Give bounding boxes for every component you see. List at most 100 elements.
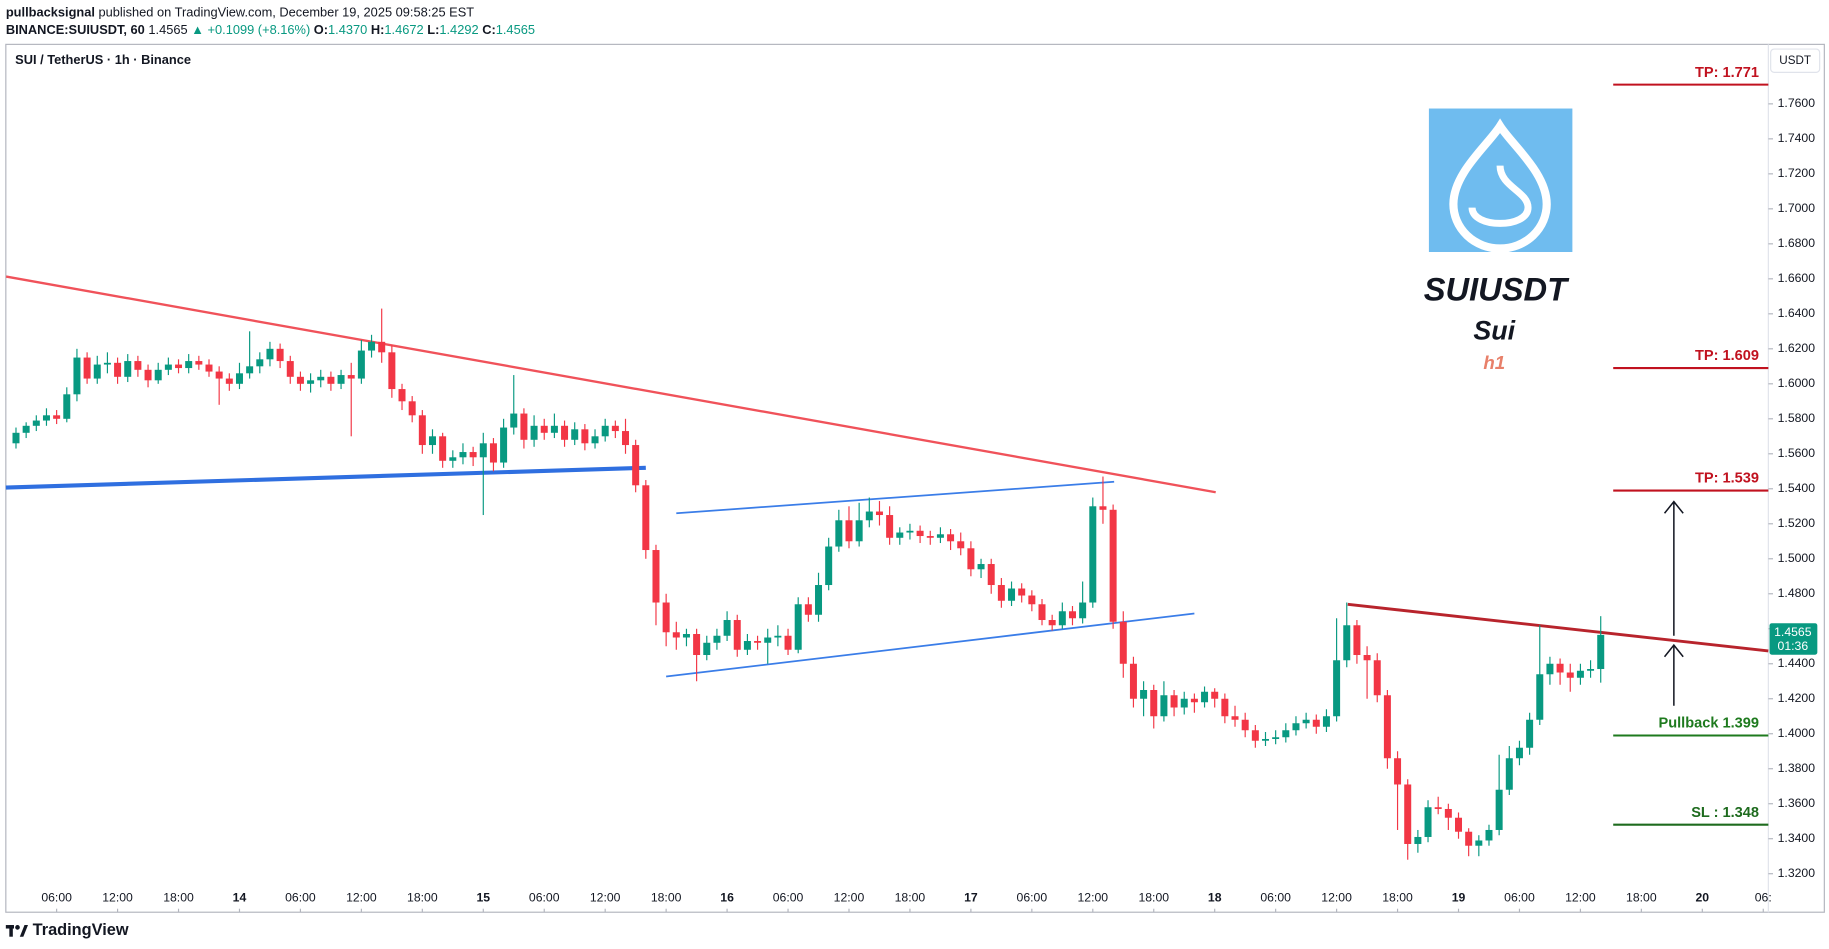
candle-body bbox=[774, 635, 782, 638]
x-tick-label: 18:00 bbox=[407, 890, 438, 904]
currency-box[interactable] bbox=[1770, 48, 1821, 73]
candle-body bbox=[561, 425, 569, 440]
candle-body bbox=[83, 357, 91, 379]
candle-body bbox=[1221, 698, 1229, 717]
x-tick-label: 20 bbox=[1696, 890, 1710, 904]
candle-body bbox=[1556, 663, 1564, 673]
y-tick-label: 1.3600 bbox=[1778, 796, 1816, 810]
candle-body bbox=[1241, 719, 1249, 731]
candle-body bbox=[286, 361, 294, 377]
y-tick-label: 1.6800 bbox=[1778, 236, 1816, 250]
last: 1.4565 bbox=[148, 22, 187, 37]
candle-body bbox=[266, 348, 274, 360]
chart-frame bbox=[5, 43, 1825, 913]
arrow: ▲ bbox=[191, 22, 204, 37]
candle-body bbox=[611, 425, 619, 432]
candle-body bbox=[1008, 588, 1016, 601]
y-tick-label: 1.4000 bbox=[1778, 726, 1816, 740]
candle-body bbox=[1201, 691, 1209, 703]
candle-body bbox=[1394, 758, 1402, 785]
logo-part bbox=[9, 925, 13, 937]
candle-body bbox=[896, 532, 904, 538]
candle-body bbox=[550, 425, 558, 433]
candle-body bbox=[479, 443, 487, 458]
footer-logo bbox=[5, 925, 28, 937]
x-tick-label: 19 bbox=[1452, 890, 1466, 904]
x-tick-label: 06:00 bbox=[285, 890, 316, 904]
x-tick-label: 14 bbox=[233, 890, 247, 904]
candle-body bbox=[916, 530, 924, 537]
candle-body bbox=[906, 530, 914, 533]
candle-body bbox=[12, 432, 20, 444]
candle-body bbox=[764, 637, 772, 643]
candle-body bbox=[540, 425, 548, 433]
candle-body bbox=[93, 364, 101, 379]
candle-body bbox=[357, 350, 365, 379]
candle-body bbox=[1312, 719, 1320, 727]
candle-body bbox=[439, 436, 447, 461]
candle-body bbox=[997, 585, 1005, 601]
candle-body bbox=[144, 369, 152, 381]
candle-body bbox=[672, 632, 680, 638]
candle-body bbox=[1180, 698, 1188, 708]
candle-body bbox=[1231, 716, 1239, 720]
candle-body bbox=[632, 445, 640, 486]
candle-body bbox=[63, 394, 71, 419]
candle-body bbox=[215, 371, 223, 379]
candle-body bbox=[936, 534, 944, 538]
candle-body bbox=[1140, 690, 1148, 699]
candle-body bbox=[1322, 716, 1330, 727]
x-tick-label: 12:00 bbox=[590, 890, 621, 904]
y-tick-label: 1.7600 bbox=[1778, 96, 1816, 110]
candle-body bbox=[1373, 660, 1381, 696]
candle-body bbox=[1515, 747, 1523, 759]
header-line-2: BINANCE:SUIUSDT, 60 1.4565 ▲ +0.1099 (+8… bbox=[6, 22, 535, 37]
candle-body bbox=[510, 413, 518, 428]
candle-body bbox=[1475, 840, 1483, 846]
candle-body bbox=[154, 369, 162, 381]
x-tick-label: 12:00 bbox=[1565, 890, 1596, 904]
x-tick-label: 12:00 bbox=[1077, 890, 1108, 904]
trendline bbox=[666, 612, 1195, 678]
candle-body bbox=[276, 348, 284, 362]
candle-body bbox=[530, 425, 538, 440]
y-tick-label: 1.5600 bbox=[1778, 446, 1816, 460]
level-label: TP: 1.771 bbox=[1695, 65, 1759, 81]
candle-body bbox=[1150, 690, 1158, 717]
candle-body bbox=[1302, 719, 1310, 724]
candle-body bbox=[1566, 672, 1574, 678]
logo-drop bbox=[1449, 118, 1551, 253]
x-tick-label: 06:00 bbox=[773, 890, 804, 904]
candle-body bbox=[754, 641, 762, 643]
candle-body bbox=[815, 585, 823, 615]
candle-body bbox=[1536, 674, 1544, 720]
candle-body bbox=[327, 376, 335, 384]
logo-part bbox=[15, 925, 20, 930]
y-tick-label: 1.4800 bbox=[1778, 586, 1816, 600]
y-tick-label: 1.6400 bbox=[1778, 306, 1816, 320]
y-tick-label: 1.7000 bbox=[1778, 201, 1816, 215]
candle-body bbox=[1587, 669, 1595, 671]
header-line-1: pullbacksignal published on TradingView.… bbox=[6, 4, 474, 19]
annotation-name: Sui bbox=[1473, 316, 1515, 346]
annotation-interval: h1 bbox=[1483, 352, 1505, 373]
candle-body bbox=[32, 420, 40, 426]
y-tick-label: 1.3800 bbox=[1778, 761, 1816, 775]
x-tick-label: 06:00 bbox=[1260, 890, 1291, 904]
candle-body bbox=[1363, 655, 1371, 661]
y-tick-label: 1.4400 bbox=[1778, 656, 1816, 670]
h-label: H: bbox=[371, 22, 385, 37]
candle-body bbox=[1170, 695, 1178, 708]
x-tick-label: 12:00 bbox=[346, 890, 377, 904]
candle-body bbox=[1465, 831, 1473, 846]
candle-body bbox=[1079, 602, 1087, 619]
author: pullbacksignal bbox=[6, 4, 95, 19]
candle-body bbox=[784, 635, 792, 650]
x-tick-label: 16 bbox=[720, 890, 734, 904]
candle-body bbox=[225, 378, 233, 384]
arrows bbox=[1663, 500, 1684, 706]
logo-part bbox=[19, 925, 28, 937]
candle-body bbox=[1089, 506, 1097, 603]
arrow-head bbox=[1663, 643, 1684, 658]
